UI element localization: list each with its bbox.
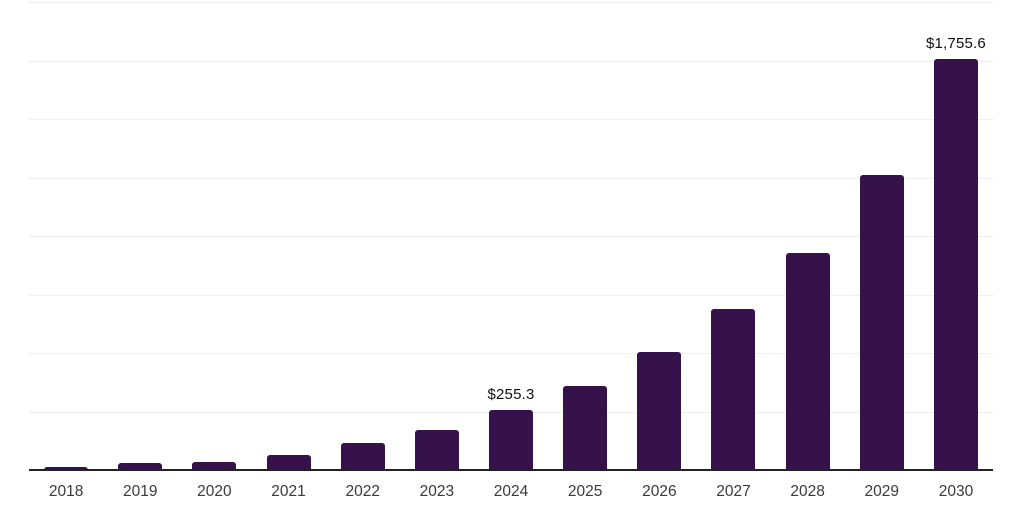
x-axis-label: 2030: [938, 483, 974, 500]
bar-column: [177, 2, 251, 470]
bar-column: [400, 2, 474, 470]
gridline: [29, 294, 993, 296]
bar-column: [771, 2, 845, 470]
bar-column: [103, 2, 177, 470]
x-axis-label: 2025: [567, 483, 603, 500]
x-axis-label: 2027: [716, 483, 751, 500]
bar-2026: [637, 351, 682, 470]
bar-2019: [118, 463, 163, 470]
gridline: [29, 60, 993, 62]
x-axis-label: 2020: [197, 483, 232, 500]
bar-column: [622, 2, 696, 470]
bar-column: [548, 2, 622, 470]
x-axis-label: 2024: [493, 483, 529, 500]
gridline: [29, 177, 993, 179]
gridline: [29, 236, 993, 237]
bar-2025: [563, 386, 608, 470]
bar-2028: [785, 253, 830, 470]
bar-2029: [859, 175, 904, 470]
bar-column: [326, 2, 400, 470]
bar-column: $1,755.6: [919, 2, 993, 470]
x-axis-label: 2022: [345, 483, 380, 500]
plot-area: $255.3 $1,755.6: [29, 2, 993, 471]
x-axis-label: 2023: [419, 483, 455, 500]
x-axis-label: 2019: [122, 483, 158, 500]
bar-2018: [44, 467, 89, 470]
bar-2030: [933, 59, 978, 470]
x-axis-line: [29, 469, 993, 471]
bar-2027: [711, 309, 756, 470]
gridline: [29, 353, 993, 354]
x-axis-label: 2018: [48, 483, 84, 500]
bar-column: [845, 2, 919, 470]
bar-column: [696, 2, 770, 470]
x-axis-label: 2021: [271, 483, 306, 500]
bar-column: [29, 2, 103, 470]
bar-2021: [266, 454, 311, 470]
bar-2023: [414, 429, 459, 470]
bars-layer: $255.3 $1,755.6: [29, 2, 993, 470]
x-axis-labels-row: 2018 2019 2020 2021 2022 2023 2024 2025 2026 2027…: [29, 483, 993, 500]
bar-2020: [192, 461, 237, 470]
bar-2024: [489, 410, 534, 470]
gridline: [29, 2, 993, 3]
x-axis-label: 2028: [790, 483, 825, 500]
x-axis-label: 2029: [864, 483, 900, 500]
bar-column: [251, 2, 325, 470]
bar-column: $255.3: [474, 2, 548, 470]
data-label: $255.3: [487, 386, 535, 404]
data-label: $1,755.6: [925, 35, 986, 53]
bar-2022: [340, 443, 385, 470]
x-axis-label: 2026: [642, 483, 677, 500]
gridline: [29, 119, 993, 120]
